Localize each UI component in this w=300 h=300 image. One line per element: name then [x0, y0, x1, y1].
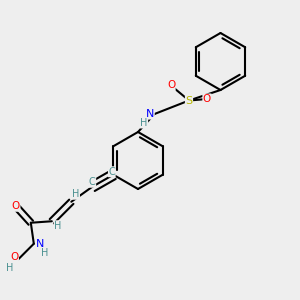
- Text: S: S: [185, 95, 193, 106]
- Text: N: N: [36, 239, 44, 249]
- Text: H: H: [72, 189, 80, 199]
- Text: H: H: [140, 118, 148, 128]
- Text: O: O: [167, 80, 175, 91]
- Text: C: C: [89, 177, 96, 187]
- Text: C: C: [108, 167, 115, 177]
- Text: H: H: [40, 248, 48, 258]
- Text: H: H: [54, 221, 62, 231]
- Text: O: O: [10, 252, 18, 262]
- Text: H: H: [6, 263, 14, 273]
- Text: O: O: [12, 201, 20, 211]
- Text: O: O: [203, 94, 211, 104]
- Text: N: N: [146, 109, 154, 119]
